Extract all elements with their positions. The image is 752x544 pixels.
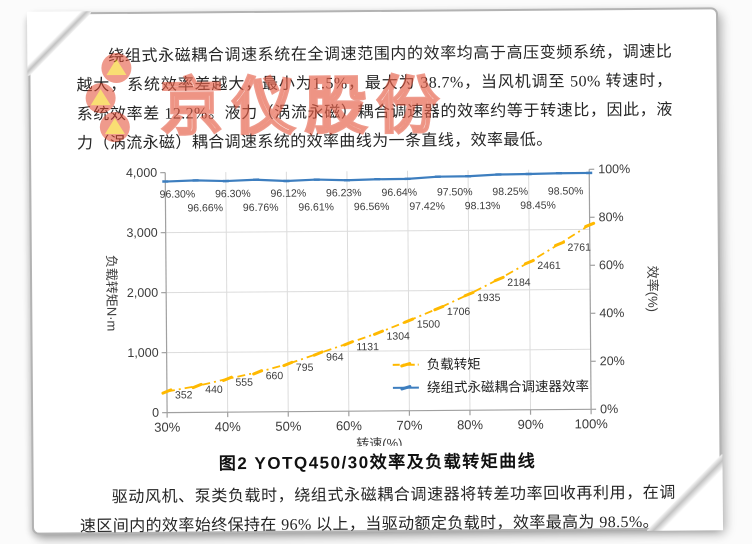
figure-caption: 图2 YOTQ450/30效率及负载转矩曲线 (218, 451, 537, 474)
left-axis-title: 负载转矩N·m (104, 255, 120, 332)
svg-text:100%: 100% (598, 162, 630, 176)
svg-text:660: 660 (266, 370, 284, 382)
svg-text:3,000: 3,000 (126, 226, 157, 240)
svg-text:96.12%: 96.12% (270, 188, 306, 200)
svg-text:60%: 60% (599, 258, 624, 272)
svg-text:2461: 2461 (537, 260, 561, 272)
conclusion-paragraph: 驱动风机、泵类负载时，绕组式永磁耦合调速器将转差功率回收再利用，在调速区间内的效… (79, 484, 676, 536)
document-page: 京仪股份 绕组式永磁耦合调速系统在全调速范围内的效率均高于高压变频系统，调速比越… (26, 7, 724, 536)
svg-text:96.56%: 96.56% (354, 201, 390, 213)
efficiency-series: 96.30% 96.66% 96.30% 96.76% 96.12%96.61% 96.2… (160, 171, 593, 214)
svg-text:97.42%: 97.42% (409, 200, 445, 212)
svg-text:97.50%: 97.50% (437, 186, 473, 198)
svg-text:0%: 0% (600, 402, 618, 416)
svg-text:100%: 100% (575, 416, 609, 431)
svg-text:50%: 50% (275, 419, 302, 434)
right-axis-title: 效率(%) (645, 266, 660, 312)
svg-text:555: 555 (235, 377, 253, 389)
svg-text:40%: 40% (215, 419, 242, 434)
svg-text:96.23%: 96.23% (326, 187, 362, 199)
svg-text:4,000: 4,000 (126, 166, 157, 180)
svg-text:70%: 70% (396, 418, 423, 433)
intro-paragraph: 绕组式永磁耦合调速系统在全调速范围内的效率均高于高压变频系统，调速比越大，系统效… (76, 43, 673, 153)
svg-text:30%: 30% (154, 420, 181, 435)
svg-text:90%: 90% (518, 417, 545, 432)
x-axis-title: 转速(%) (356, 436, 402, 448)
svg-text:98.13%: 98.13% (465, 200, 501, 212)
svg-text:1304: 1304 (386, 330, 410, 342)
figure-chart: 0 1,000 2,000 3,000 4,000 0% 20% 40% 60% 80% 100% 3… (91, 158, 665, 451)
chart-axes: 0 1,000 2,000 3,000 4,000 0% 20% 40% 60% 80% 100% 3… (126, 162, 630, 435)
svg-text:964: 964 (326, 351, 344, 363)
svg-text:795: 795 (296, 362, 314, 374)
svg-text:20%: 20% (600, 354, 625, 368)
svg-text:2,000: 2,000 (127, 286, 158, 300)
svg-text:98.50%: 98.50% (548, 185, 584, 197)
svg-text:1131: 1131 (356, 341, 379, 353)
svg-text:352: 352 (175, 389, 193, 401)
svg-text:96.30%: 96.30% (215, 188, 251, 200)
svg-text:98.25%: 98.25% (492, 186, 528, 198)
svg-text:96.76%: 96.76% (243, 202, 279, 214)
svg-text:98.45%: 98.45% (520, 200, 556, 212)
svg-text:60%: 60% (336, 418, 363, 433)
svg-text:负载转矩: 负载转矩 (427, 357, 481, 372)
svg-text:2184: 2184 (507, 277, 531, 289)
svg-text:96.30%: 96.30% (160, 188, 196, 200)
torque-series: 352 440 555 660 795 964 1131 1304 1500 1706 1935 21… (161, 221, 596, 401)
svg-text:40%: 40% (599, 306, 624, 320)
svg-text:80%: 80% (457, 417, 484, 432)
chart-gridlines (165, 169, 591, 413)
svg-text:440: 440 (205, 384, 223, 396)
svg-text:96.61%: 96.61% (298, 201, 334, 213)
svg-text:1500: 1500 (417, 318, 441, 330)
svg-text:绕组式永磁耦合调速器效率: 绕组式永磁耦合调速器效率 (427, 378, 589, 395)
page-content: 京仪股份 绕组式永磁耦合调速系统在全调速范围内的效率均高于高压变频系统，调速比越… (30, 9, 720, 536)
svg-text:0: 0 (152, 406, 159, 420)
svg-text:80%: 80% (599, 210, 624, 224)
svg-text:2761: 2761 (567, 242, 591, 254)
svg-text:1706: 1706 (447, 306, 471, 318)
svg-text:1,000: 1,000 (127, 346, 158, 360)
svg-text:1935: 1935 (477, 292, 501, 304)
efficiency-torque-chart: 0 1,000 2,000 3,000 4,000 0% 20% 40% 60% 80% 100% 3… (104, 162, 660, 451)
svg-text:96.66%: 96.66% (187, 202, 223, 214)
svg-text:96.64%: 96.64% (381, 187, 417, 199)
